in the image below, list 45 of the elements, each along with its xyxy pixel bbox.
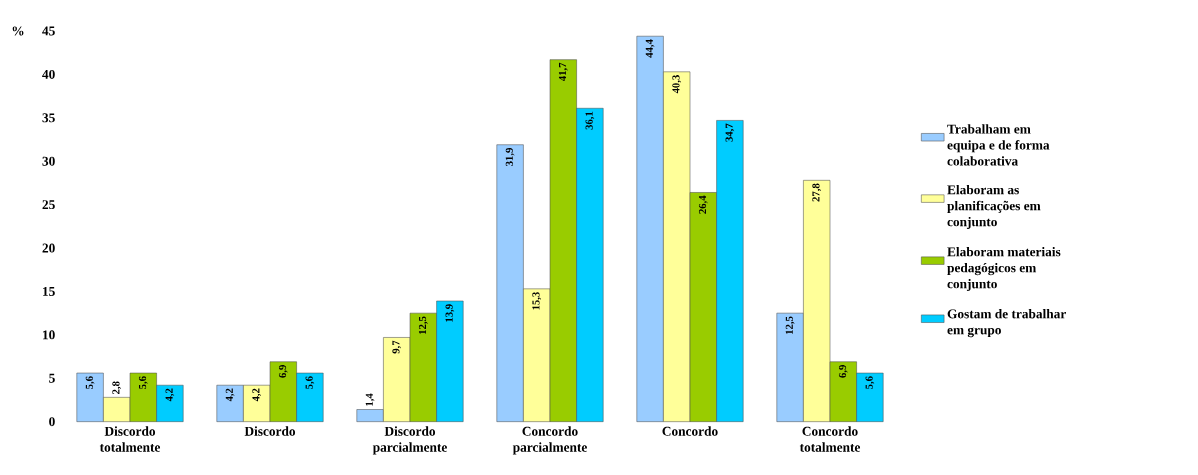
data-label: 4,2 — [252, 388, 262, 402]
x-tick-label: Concordo totalmente — [799, 426, 861, 452]
x-tick-label: Concordo parcialmente — [512, 426, 587, 455]
legend-label: Gostam de trabalhar em grupo — [947, 309, 1066, 338]
y-tick-label: 35 — [42, 113, 55, 123]
y-tick-label: 20 — [42, 243, 55, 253]
x-tick-label: Discordo totalmente — [99, 426, 161, 452]
data-label: 4,2 — [165, 388, 175, 402]
data-label: 13,9 — [445, 304, 455, 322]
data-label: 4,2 — [225, 388, 235, 402]
legend-label: Elaboram materiais pedagógicos em conjunto — [947, 246, 1061, 292]
data-label: 26,4 — [698, 195, 708, 214]
data-label: 5,6 — [305, 376, 315, 389]
data-label: 27,8 — [812, 183, 822, 202]
data-label: 1,4 — [365, 393, 375, 406]
legend-label: Elaboram as planificações em conjunto — [947, 184, 1041, 230]
data-label: 36,1 — [585, 111, 595, 130]
data-label: 34,7 — [725, 123, 735, 142]
data-label: 9,7 — [392, 340, 402, 354]
y-axis-title: % — [12, 26, 24, 36]
data-label: 40,3 — [672, 75, 682, 94]
y-tick-label: 40 — [42, 69, 55, 79]
x-tick-label: Concordo — [662, 426, 718, 436]
data-label: 15,3 — [532, 292, 542, 310]
data-label: 44,4 — [645, 39, 655, 58]
data-label: 2,8 — [112, 381, 122, 394]
y-tick-label: 10 — [43, 330, 55, 340]
legend-label: Trabalham em equipa e de forma colaborativa — [947, 124, 1050, 166]
data-label: 6,9 — [838, 365, 848, 378]
data-label: 5,6 — [85, 376, 95, 389]
y-tick-label: 30 — [42, 156, 55, 166]
data-label: 31,9 — [505, 148, 515, 166]
data-label: 41,7 — [558, 62, 568, 82]
x-tick-label: Discordo parcialmente — [372, 426, 447, 455]
data-label: 5,6 — [865, 376, 875, 389]
y-tick-label: 25 — [42, 200, 55, 210]
y-tick-label: 45 — [42, 26, 55, 36]
y-tick-label: 5 — [49, 373, 55, 383]
data-label: 12,5 — [418, 316, 428, 334]
data-label: 12,5 — [785, 316, 795, 334]
data-label: 5,6 — [138, 376, 148, 389]
data-label: 6,9 — [278, 365, 288, 378]
y-tick-label: 0 — [49, 417, 55, 427]
y-tick-label: 15 — [43, 286, 55, 296]
x-tick-label: Discordo — [244, 426, 296, 436]
